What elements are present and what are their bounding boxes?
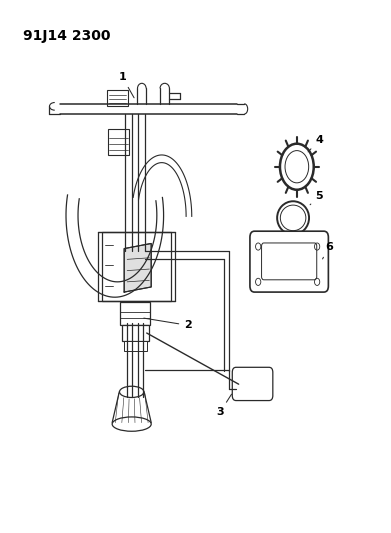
Ellipse shape [112, 417, 151, 431]
Ellipse shape [120, 386, 144, 398]
FancyBboxPatch shape [232, 367, 273, 401]
Bar [122, 325, 149, 341]
Text: 3: 3 [216, 394, 231, 417]
Bar [102, 232, 171, 301]
Text: 6: 6 [323, 242, 333, 259]
FancyBboxPatch shape [250, 231, 328, 292]
Text: 2: 2 [144, 318, 192, 330]
Bar [107, 90, 128, 107]
Text: 5: 5 [310, 191, 323, 205]
Bar [124, 341, 147, 351]
Bar [108, 130, 129, 155]
Bar [120, 302, 151, 325]
Text: 91J14 2300: 91J14 2300 [23, 29, 110, 43]
Polygon shape [124, 244, 151, 292]
Text: 1: 1 [118, 72, 134, 98]
Text: 4: 4 [308, 135, 323, 152]
FancyBboxPatch shape [262, 243, 317, 280]
